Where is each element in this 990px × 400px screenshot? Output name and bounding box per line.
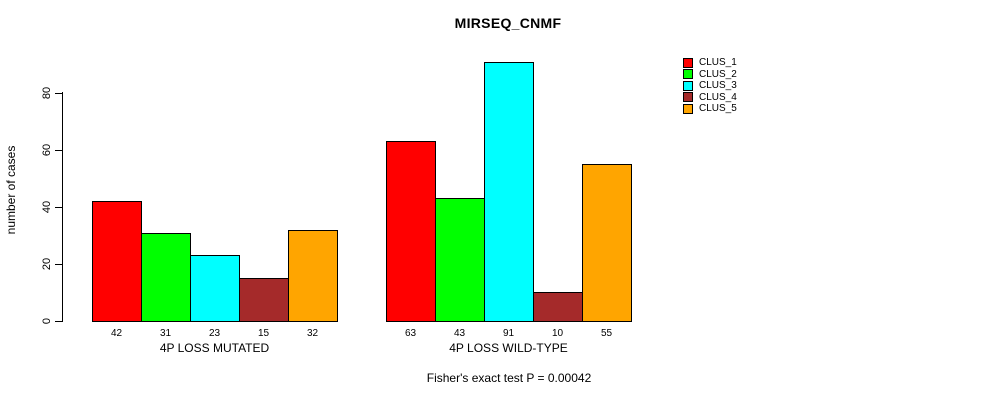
legend-item-clus_5: CLUS_5	[683, 103, 737, 115]
legend-item-clus_4: CLUS_4	[683, 92, 737, 104]
bar-clus_5-group2	[582, 164, 632, 322]
bar-value-label: 43	[453, 328, 466, 339]
y-tick-label: 80	[41, 86, 53, 100]
bar-value-label: 63	[404, 328, 417, 339]
y-tick-label: 0	[41, 317, 53, 325]
legend-swatch-clus_2	[683, 69, 693, 80]
legend-label: CLUS_2	[699, 68, 737, 80]
bar-value-label: 91	[502, 328, 515, 339]
bar-clus_5-group1	[288, 230, 338, 322]
legend-swatch-clus_1	[683, 57, 693, 68]
chart-title: MIRSEQ_CNMF	[454, 15, 562, 31]
legend-swatch-clus_4	[683, 92, 693, 103]
legend-swatch-clus_3	[683, 80, 693, 91]
bar-value-label: 15	[257, 328, 270, 339]
bar-clus_2-group2	[435, 198, 485, 322]
y-tick-mark	[55, 93, 62, 94]
legend-item-clus_2: CLUS_2	[683, 69, 737, 81]
legend-label: CLUS_1	[699, 57, 737, 69]
bar-clus_4-group2	[533, 292, 583, 322]
legend-label: CLUS_4	[699, 91, 737, 103]
legend-label: CLUS_3	[699, 80, 737, 92]
y-tick-label: 60	[41, 143, 53, 157]
bar-clus_3-group1	[190, 255, 240, 322]
bar-clus_3-group2	[484, 62, 534, 322]
bar-value-label: 32	[306, 328, 319, 339]
legend-label: CLUS_5	[699, 103, 737, 115]
y-tick-mark	[55, 207, 62, 208]
bar-value-label: 42	[110, 328, 123, 339]
y-tick-label: 40	[41, 200, 53, 214]
bar-clus_1-group1	[92, 201, 142, 322]
fisher-test-annotation: Fisher's exact test P = 0.00042	[426, 371, 592, 385]
y-tick-mark	[55, 264, 62, 265]
y-axis-line	[62, 92, 63, 322]
bar-clus_2-group1	[141, 233, 191, 322]
y-tick-mark	[55, 321, 62, 322]
legend-item-clus_1: CLUS_1	[683, 57, 737, 69]
bar-value-label: 23	[208, 328, 221, 339]
legend-item-clus_3: CLUS_3	[683, 80, 737, 92]
bar-value-label: 10	[551, 328, 564, 339]
bar-clus_4-group1	[239, 278, 289, 322]
x-axis-group-label: 4P LOSS WILD-TYPE	[449, 341, 568, 355]
x-axis-group-label: 4P LOSS MUTATED	[159, 341, 270, 355]
bar-value-label: 55	[600, 328, 613, 339]
legend-swatch-clus_5	[683, 103, 693, 114]
y-axis-label: number of cases	[4, 145, 18, 235]
bar-value-label: 31	[159, 328, 172, 339]
y-tick-label: 20	[41, 257, 53, 271]
legend: CLUS_1 CLUS_2 CLUS_3 CLUS_4 CLUS_5	[683, 57, 737, 115]
y-tick-mark	[55, 150, 62, 151]
bar-clus_1-group2	[386, 141, 436, 322]
